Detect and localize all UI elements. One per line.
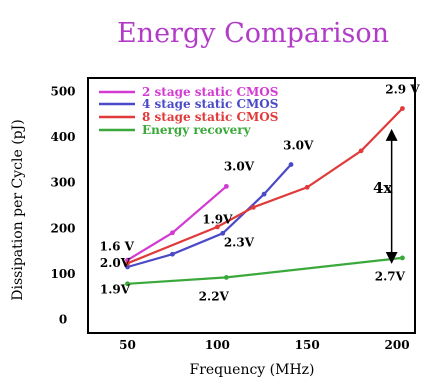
voltage-label: 2.9 V xyxy=(385,82,420,96)
data-point xyxy=(288,162,294,167)
x-tick-label: 50 xyxy=(119,338,136,352)
series-layer xyxy=(125,106,405,287)
legend-item-energy-recovery: Energy recovery xyxy=(99,123,252,137)
data-point xyxy=(170,251,175,257)
voltage-label: 2.3V xyxy=(224,235,255,249)
y-tick-labels: 0 100 200 300 400 500 xyxy=(50,85,75,327)
series-line-3 xyxy=(127,256,403,285)
legend-item-8-stage: 8 stage static CMOS xyxy=(99,110,278,124)
data-point xyxy=(250,204,256,210)
voltage-label: 1.9V xyxy=(202,212,233,226)
voltage-label: 2.2V xyxy=(199,290,230,304)
data-point xyxy=(125,260,130,266)
legend-item-2-stage: 2 stage static CMOS xyxy=(99,85,278,99)
x-tick-label: 200 xyxy=(385,338,410,352)
x-tick-labels: 50 100 150 200 xyxy=(119,338,409,352)
x-axis-label: Frequency (MHz) xyxy=(189,362,314,378)
data-point xyxy=(170,230,175,236)
data-point xyxy=(304,184,310,190)
data-point xyxy=(125,264,130,270)
legend: 2 stage static CMOS 4 stage static CMOS … xyxy=(99,85,278,137)
y-tick-label: 200 xyxy=(50,221,75,235)
y-tick-label: 500 xyxy=(50,85,75,99)
y-tick-label: 100 xyxy=(50,267,75,281)
voltage-label: 2.7V xyxy=(375,270,406,284)
data-point xyxy=(125,281,130,287)
voltage-label: 1.6 V xyxy=(100,240,135,254)
y-tick-label: 300 xyxy=(50,176,75,190)
y-axis-label: Dissipation per Cycle (pJ) xyxy=(10,119,26,300)
data-point xyxy=(261,191,267,197)
voltage-label: 3.0V xyxy=(283,138,314,152)
ratio-label: 4x xyxy=(373,179,393,197)
data-point xyxy=(223,275,229,280)
data-point xyxy=(400,255,405,261)
data-point xyxy=(400,106,405,111)
y-tick-label: 400 xyxy=(50,130,75,144)
data-point xyxy=(223,183,229,189)
voltage-label: 2.0V xyxy=(100,256,131,270)
legend-item-4-stage: 4 stage static CMOS xyxy=(99,97,278,111)
legend-label-energy-recovery: Energy recovery xyxy=(142,123,252,137)
chart-title: Energy Comparison xyxy=(117,18,389,49)
y-tick-label: 0 xyxy=(59,312,67,326)
data-point xyxy=(214,224,220,230)
legend-label-4-stage: 4 stage static CMOS xyxy=(142,97,278,111)
data-point xyxy=(358,148,364,154)
annotation-layer: 1.6 V 2.0V 1.9V 3.0V 1.9V 2.3V 3.0V 2.9 V 2.2V 2.… xyxy=(100,82,421,303)
plot-frame xyxy=(87,77,416,334)
data-point xyxy=(220,230,226,236)
voltage-label: 3.0V xyxy=(224,159,255,173)
series-line-2 xyxy=(127,107,404,265)
legend-label-8-stage: 8 stage static CMOS xyxy=(142,110,278,124)
legend-label-2-stage: 2 stage static CMOS xyxy=(142,85,278,99)
voltage-label: 1.9V xyxy=(100,282,131,296)
x-tick-label: 150 xyxy=(295,338,320,352)
x-tick-label: 100 xyxy=(205,338,230,352)
